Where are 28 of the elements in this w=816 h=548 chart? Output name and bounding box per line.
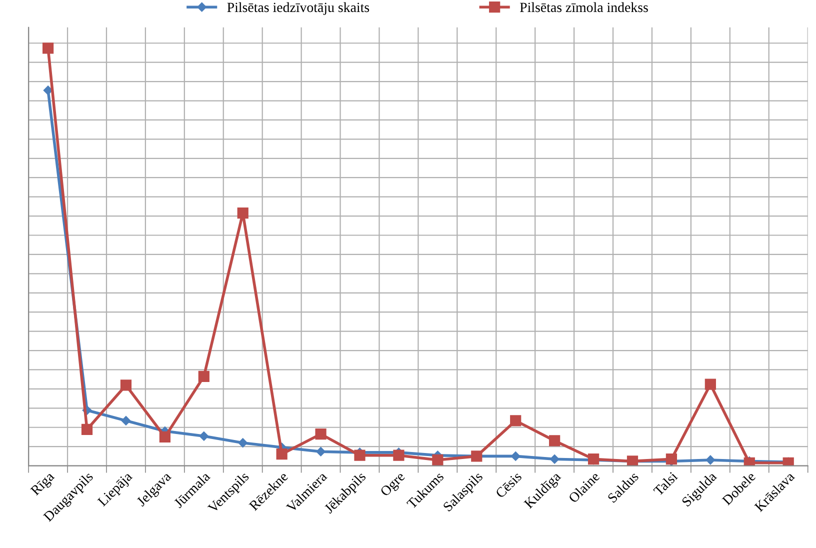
point [238, 438, 248, 448]
point [42, 42, 54, 54]
point [199, 432, 209, 441]
point [237, 208, 248, 219]
legend-label: Pilsētas zīmola indekss [520, 2, 648, 12]
point [510, 452, 520, 461]
point [354, 450, 366, 461]
x-tick-label: Cēsis [495, 471, 522, 498]
point [666, 454, 678, 465]
point [121, 416, 131, 426]
x-tick-label: Talsi [652, 470, 678, 496]
point [81, 424, 93, 436]
point [432, 454, 444, 466]
point [276, 448, 288, 460]
point [393, 450, 404, 461]
point [315, 428, 326, 440]
point [549, 435, 560, 446]
point [510, 415, 522, 426]
point [43, 86, 53, 95]
point [704, 378, 716, 390]
legend-label: Pilsētas iedzīvotāju skaits [227, 2, 370, 15]
x-tick-label: Ogre [380, 471, 408, 499]
point [706, 455, 716, 465]
point [120, 380, 132, 391]
point [550, 454, 560, 464]
point [316, 446, 326, 456]
point [198, 370, 210, 382]
point [159, 431, 170, 443]
